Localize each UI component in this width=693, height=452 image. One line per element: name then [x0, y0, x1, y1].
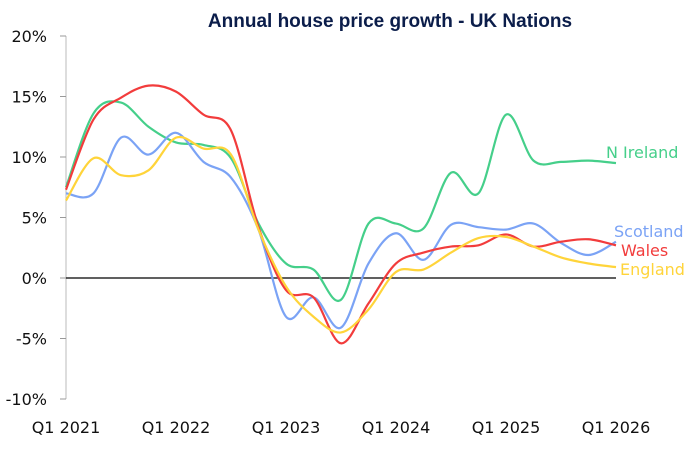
x-tick-label: Q1 2024	[362, 418, 431, 437]
y-tick-label: 10%	[11, 148, 47, 167]
series-line-england	[65, 135, 617, 334]
y-tick-label: -5%	[16, 330, 47, 349]
series-line-scotland	[65, 131, 617, 330]
chart-title: Annual house price growth - UK Nations	[208, 11, 572, 32]
series-line-wales	[64, 84, 617, 345]
y-tick-label: -10%	[6, 390, 47, 409]
y-tick-label: 20%	[11, 27, 47, 46]
series-label-wales: Wales	[621, 241, 668, 260]
x-tick-label: Q1 2026	[582, 418, 651, 437]
series-label-n-ireland: N Ireland	[606, 143, 678, 162]
y-tick-label: 15%	[11, 88, 47, 107]
y-tick-label: 5%	[22, 209, 47, 228]
x-tick-label: Q1 2022	[142, 418, 211, 437]
x-tick-label: Q1 2025	[472, 418, 541, 437]
series-label-scotland: Scotland	[614, 222, 684, 241]
series-line-n-ireland	[64, 100, 617, 303]
series-label-england: England	[620, 260, 685, 279]
x-tick-label: Q1 2021	[32, 418, 101, 437]
y-tick-label: 0%	[22, 269, 47, 288]
x-tick-label: Q1 2023	[252, 418, 321, 437]
